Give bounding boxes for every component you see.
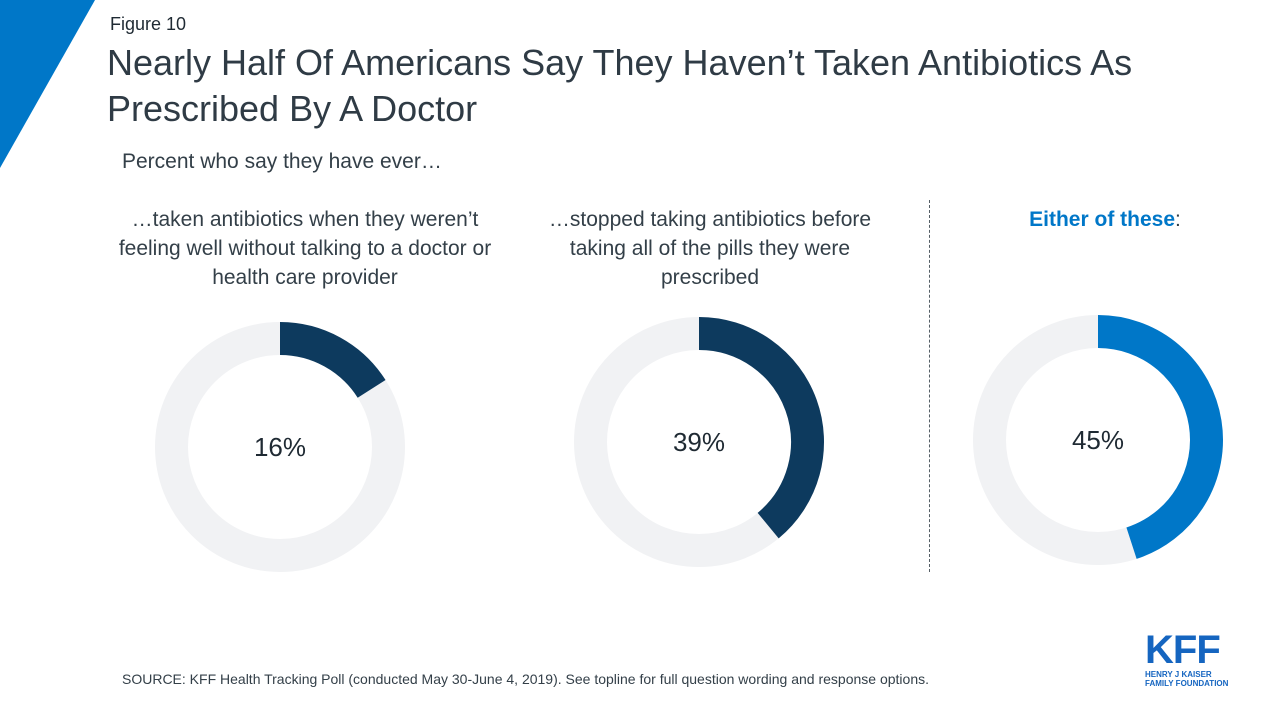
donut-slice-2 — [698, 317, 824, 539]
panel-3-label-emphasis: Either of these — [1029, 208, 1176, 231]
kff-logo-line2: FAMILY FOUNDATION — [1145, 679, 1229, 688]
panel-1-label: …taken antibiotics when they weren’t fee… — [118, 208, 492, 289]
panel-3-label-suffix: : — [1175, 208, 1181, 231]
donut-chart-taken-without-doctor: 16% — [155, 322, 405, 572]
panel-3-label: Either of these: — [990, 205, 1220, 234]
figure-label: Figure 10 — [110, 14, 187, 34]
donut-chart-stopped-early: 39% — [574, 317, 824, 567]
donut-value-label-3: 45% — [1072, 425, 1124, 455]
donut-slice-3 — [1097, 315, 1223, 559]
panel-2-label: …stopped taking antibiotics before takin… — [548, 208, 872, 289]
corner-accent-shape — [0, 0, 95, 168]
chart-subtitle: Percent who say they have ever… — [122, 150, 442, 173]
page-title: Nearly Half Of Americans Say They Haven’… — [107, 42, 1133, 129]
kff-logo: KFF HENRY J KAISER FAMILY FOUNDATION — [1145, 630, 1240, 688]
donut-value-label-2: 39% — [673, 427, 725, 457]
donut-value-label-1: 16% — [254, 432, 306, 462]
kff-logo-mark: KFF — [1145, 628, 1221, 672]
panel-divider — [929, 200, 930, 572]
kff-logo-line1: HENRY J KAISER — [1145, 670, 1212, 679]
source-note: SOURCE: KFF Health Tracking Poll (conduc… — [122, 671, 929, 687]
donut-chart-either: 45% — [973, 315, 1223, 565]
donut-slice-1 — [279, 322, 386, 399]
